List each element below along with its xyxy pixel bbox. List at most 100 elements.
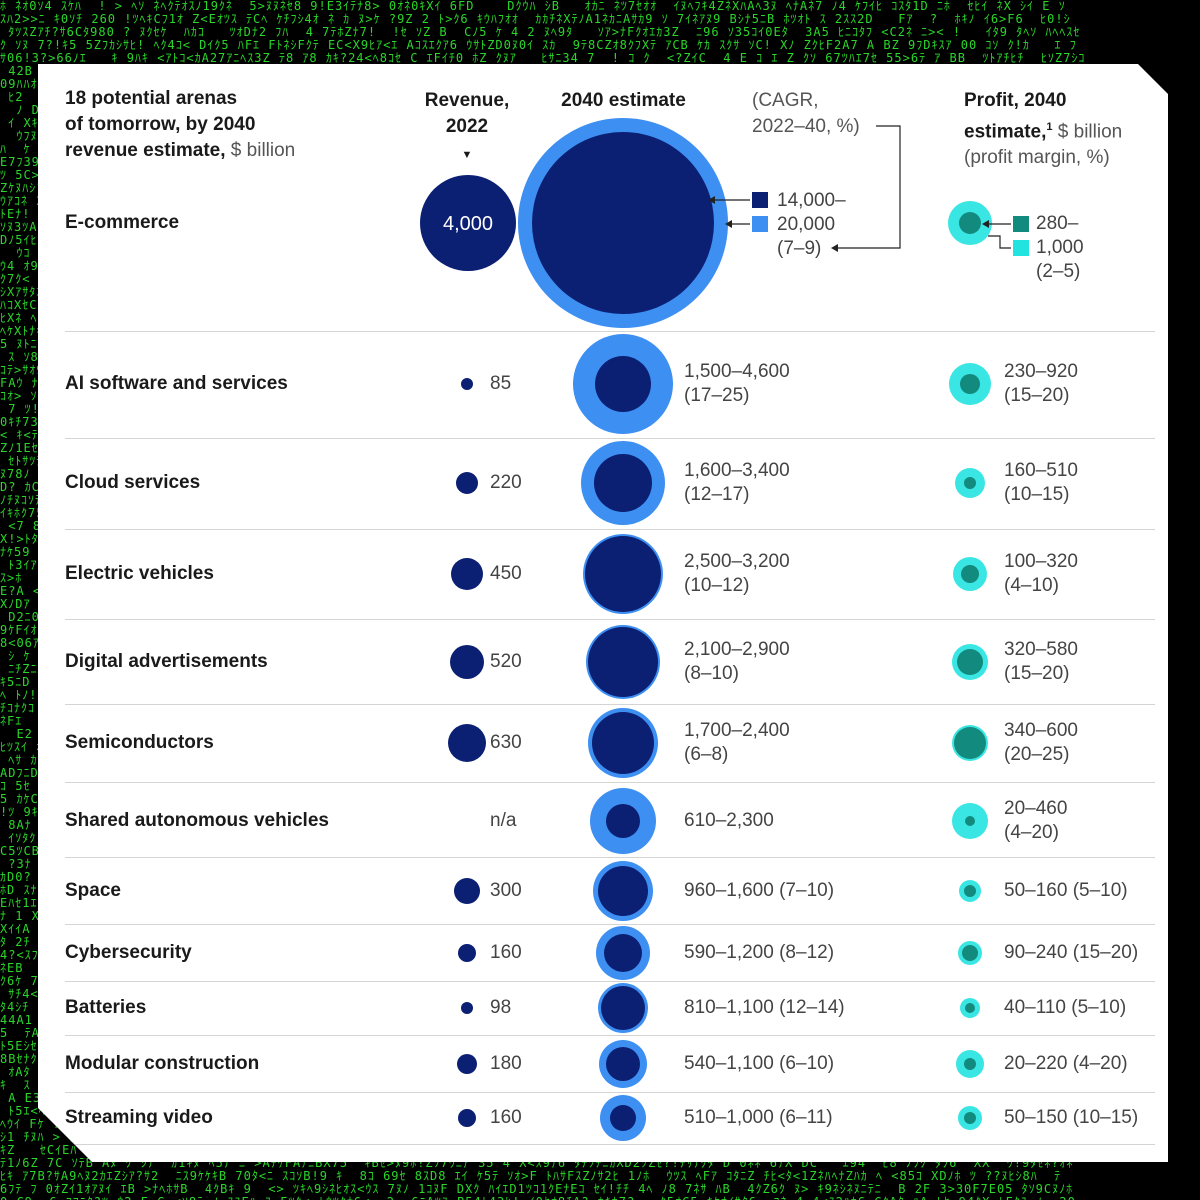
profit-range: 230–920 (1004, 360, 1078, 384)
estimate-2040-low-bubble (595, 356, 651, 412)
profit-margin: (15–20) (1073, 942, 1139, 963)
revenue-2022-bubble (457, 1054, 477, 1074)
revenue-2022-value: 450 (490, 563, 522, 585)
profit-margin: (10–15) (1073, 1107, 1139, 1128)
profit-low-bubble (960, 374, 980, 394)
profit-margin: (15–20) (1004, 384, 1070, 408)
estimate-2040-cagr: (12–17) (684, 483, 750, 507)
profit-margin: (15–20) (1004, 662, 1070, 686)
row-separator (65, 331, 1155, 332)
profit-low-bubble (962, 945, 978, 961)
row-label: AI software and services (65, 373, 288, 395)
row-label: Shared autonomous vehicles (65, 810, 329, 832)
revenue-2022-bubble (461, 1002, 473, 1014)
estimate-2040-cagr: (10–12) (684, 574, 750, 598)
revenue-2022-bubble (456, 472, 478, 494)
profit-low-bubble (964, 1112, 976, 1124)
estimate-2040-cagr: (6–8) (684, 743, 728, 767)
legend-profit-high-swatch (1013, 240, 1029, 256)
row-separator (65, 1035, 1155, 1036)
profit-range: 90–240 (15–20) (1004, 941, 1138, 965)
row-label: Modular construction (65, 1053, 259, 1075)
estimate-2040-range: 1,500–4,600 (684, 360, 790, 384)
legend-high-swatch (752, 216, 768, 232)
revenue-2022-value: n/a (490, 810, 516, 832)
profit-range: 50–160 (5–10) (1004, 879, 1128, 903)
estimate-2040-low-bubble (604, 934, 642, 972)
profit-low-bubble (965, 1003, 975, 1013)
revenue-2022-value: 630 (490, 732, 522, 754)
estimate-2040-cagr: (12–14) (779, 997, 845, 1018)
estimate-2040-low-bubble (594, 454, 652, 512)
profit-range: 340–600 (1004, 719, 1078, 743)
chart-svg: 4,000 (38, 64, 1168, 1162)
row-separator (65, 619, 1155, 620)
estimate-2040-range: 810–1,100 (12–14) (684, 996, 845, 1020)
profit-range: 20–460 (1004, 797, 1067, 821)
profit-range: 100–320 (1004, 550, 1078, 574)
estimate-2040-range: 1,700–2,400 (684, 719, 790, 743)
revenue-2022-value: 160 (490, 942, 522, 964)
revenue-2022-value: 98 (490, 997, 511, 1019)
legend-low-swatch (752, 192, 768, 208)
profit-margin: (5–10) (1073, 880, 1128, 901)
row-label: Semiconductors (65, 732, 214, 754)
row-label: E-commerce (65, 212, 179, 234)
profit-low-bubble (964, 1058, 976, 1070)
estimate-2040-range: 2,100–2,900 (684, 638, 790, 662)
row-separator (65, 1144, 1155, 1145)
estimate-2040-low-bubble (598, 866, 648, 916)
revenue-2022-bubble (454, 878, 480, 904)
revenue-2022-bubble (448, 724, 486, 762)
revenue-2022-bubble (461, 378, 473, 390)
profit-range: 160–510 (1004, 459, 1078, 483)
profit-low-bubble (961, 565, 979, 583)
revenue-2022-value: 180 (490, 1053, 522, 1075)
profit-low-bubble (959, 212, 981, 234)
profit-margin: (5–10) (1071, 997, 1126, 1018)
row-separator (65, 981, 1155, 982)
revenue-2022-bubble (458, 944, 476, 962)
legend-arrow (831, 244, 838, 252)
revenue-2022-bubble (450, 645, 484, 679)
profit-low-bubble (965, 816, 975, 826)
profit-margin: (4–20) (1073, 1053, 1128, 1074)
chart-card: 18 potential arenas of tomorrow, by 2040 r… (38, 64, 1168, 1162)
row-separator (65, 924, 1155, 925)
revenue-2022-value: 300 (490, 880, 522, 902)
row-label: Streaming video (65, 1107, 213, 1129)
estimate-2040-low-bubble (606, 804, 640, 838)
estimate-2040-low-bubble (592, 712, 654, 774)
estimate-2040-low-bubble (585, 536, 661, 612)
revenue-2022-bubble (451, 558, 483, 590)
row-label: Cloud services (65, 472, 200, 494)
revenue-2022-value: 4,000 (443, 213, 493, 235)
estimate-2040-low-bubble (532, 132, 714, 314)
estimate-2040-low-bubble (588, 627, 658, 697)
estimate-2040-range: 1,600–3,400 (684, 459, 790, 483)
revenue-2022-value: 220 (490, 472, 522, 494)
revenue-2022-value: 160 (490, 1107, 522, 1129)
row-separator (65, 438, 1155, 439)
estimate-2040-low-bubble (601, 986, 645, 1030)
profit-low-bubble (964, 477, 976, 489)
row-separator (65, 1092, 1155, 1093)
profit-range: 20–220 (4–20) (1004, 1052, 1128, 1076)
revenue-2022-value: 85 (490, 373, 511, 395)
row-separator (65, 704, 1155, 705)
profit-margin: (4–20) (1004, 821, 1059, 845)
legend-leader-line (988, 236, 1011, 248)
estimate-2040-cagr: (8–10) (684, 662, 739, 686)
row-separator (65, 529, 1155, 530)
estimate-2040-low-bubble (610, 1105, 636, 1131)
estimate-2040-range: 610–2,300 (684, 809, 774, 833)
profit-range: 40–110 (5–10) (1004, 996, 1126, 1020)
estimate-2040-low-bubble (606, 1047, 640, 1081)
profit-margin: (10–15) (1004, 483, 1070, 507)
profit-range: 50–150 (10–15) (1004, 1106, 1138, 1130)
estimate-2040-cagr: (6–11) (779, 1107, 833, 1128)
row-label: Batteries (65, 997, 146, 1019)
row-label: Electric vehicles (65, 563, 214, 585)
estimate-2040-cagr: (8–12) (779, 942, 834, 963)
estimate-2040-range: 960–1,600 (7–10) (684, 879, 834, 903)
